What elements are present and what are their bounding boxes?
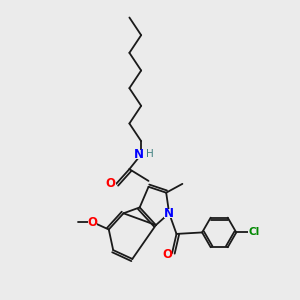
FancyBboxPatch shape xyxy=(163,250,172,259)
Text: N: N xyxy=(134,148,144,161)
Text: O: O xyxy=(88,216,98,229)
FancyBboxPatch shape xyxy=(248,228,260,237)
FancyBboxPatch shape xyxy=(134,150,148,159)
Text: Cl: Cl xyxy=(248,227,260,237)
Text: H: H xyxy=(146,149,153,159)
FancyBboxPatch shape xyxy=(106,180,116,188)
Text: N: N xyxy=(164,207,174,220)
FancyBboxPatch shape xyxy=(164,209,174,218)
Text: O: O xyxy=(163,248,173,261)
FancyBboxPatch shape xyxy=(88,218,97,226)
Text: O: O xyxy=(106,177,116,190)
